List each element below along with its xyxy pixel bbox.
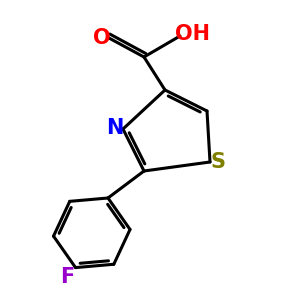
Text: OH: OH <box>175 25 210 44</box>
Text: S: S <box>211 152 226 172</box>
Text: F: F <box>60 267 74 287</box>
Text: O: O <box>93 28 110 47</box>
Text: N: N <box>106 118 123 137</box>
